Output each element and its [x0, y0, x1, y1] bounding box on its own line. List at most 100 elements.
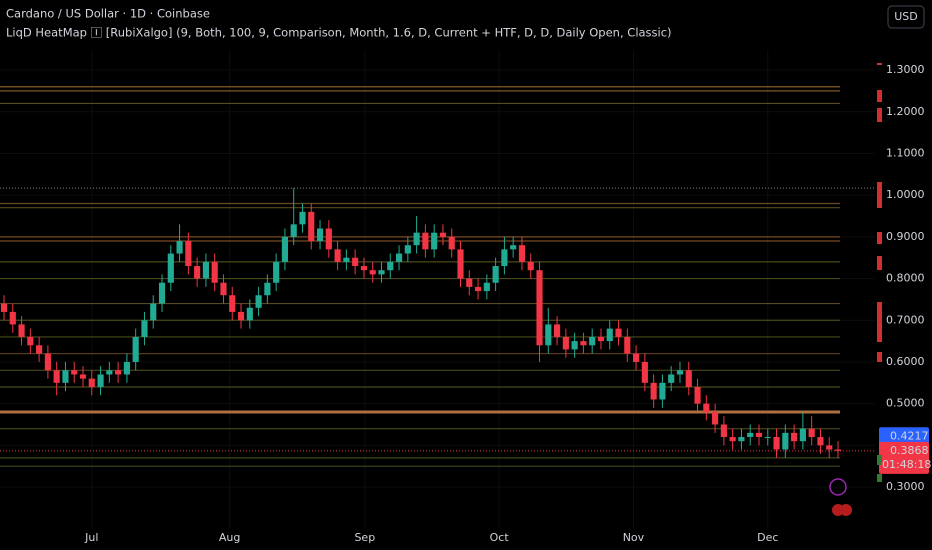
candle-body — [738, 437, 745, 442]
marker-price-label: 0.4217 — [890, 429, 929, 442]
candle-body — [123, 361, 130, 375]
candle-body — [439, 232, 447, 237]
candle-body — [9, 311, 16, 325]
candle-body — [554, 324, 561, 337]
candle-body — [36, 345, 43, 354]
x-tick-label: Dec — [757, 531, 778, 544]
candle-body — [88, 378, 95, 387]
candle-body — [501, 249, 508, 267]
symbol: Cardano / US Dollar · 1D · Coinbase — [6, 7, 210, 21]
candle-body — [308, 211, 315, 242]
last-price-tag — [879, 441, 929, 474]
candle-body — [755, 432, 763, 438]
candle-body — [580, 341, 587, 346]
candle-body — [615, 328, 622, 337]
candle-body — [237, 311, 245, 321]
candle-body — [378, 270, 385, 275]
currency[interactable]: USD — [894, 10, 918, 23]
candle-body — [0, 303, 8, 312]
candle-body — [536, 270, 543, 346]
candle-body — [281, 236, 288, 262]
candle-body — [483, 282, 490, 292]
candle-body — [589, 336, 596, 346]
event-icon[interactable] — [840, 504, 852, 516]
candle-body — [571, 341, 578, 350]
candle-body — [474, 286, 482, 292]
candle-body — [633, 353, 640, 362]
candle-body — [18, 324, 25, 337]
candle-body — [290, 224, 297, 237]
candle-body — [404, 245, 411, 254]
candle-body — [53, 370, 60, 383]
candle-body — [202, 261, 209, 279]
candle-body — [44, 353, 51, 371]
candle-body — [791, 432, 798, 442]
candle-body — [132, 336, 139, 362]
heat-marker — [877, 455, 882, 465]
candle-body — [62, 370, 69, 383]
candle-body — [527, 261, 534, 271]
heat-marker — [877, 352, 882, 362]
candle-body — [97, 374, 104, 387]
candle-body — [624, 336, 631, 354]
candle-body — [316, 228, 324, 242]
candle-body — [273, 261, 280, 283]
candle-body — [27, 336, 34, 346]
candle-body — [334, 249, 341, 262]
candle-body — [457, 249, 464, 279]
candle-body — [676, 370, 684, 375]
candle-body — [246, 307, 253, 321]
x-tick-label: Sep — [354, 531, 375, 544]
candle-body — [650, 382, 657, 400]
candle-body — [606, 328, 613, 342]
candle-body — [115, 370, 122, 375]
candle-body — [492, 266, 499, 283]
y-tick-label: 1.1000 — [886, 146, 925, 159]
candle-body — [106, 370, 113, 375]
heat-marker — [877, 232, 882, 244]
candle-body — [703, 403, 710, 412]
candle-body — [518, 245, 526, 262]
candle-body — [167, 253, 174, 283]
candle-body — [782, 432, 789, 450]
indicator: LiqD HeatMap 🄸 [RubiXalgo] (9, Both, 100… — [6, 26, 672, 40]
candle-body — [229, 295, 236, 312]
candle-body — [747, 432, 754, 438]
candle-body — [158, 282, 166, 304]
candle-body — [562, 336, 569, 350]
event-icon[interactable] — [829, 478, 847, 496]
y-tick-label: 1.3000 — [886, 63, 925, 76]
candle-body — [264, 282, 271, 296]
heat-marker — [877, 182, 882, 208]
y-tick-label: 0.6000 — [886, 355, 925, 368]
candle-body — [141, 320, 148, 337]
candle-body — [431, 232, 438, 250]
heat-marker — [877, 63, 882, 65]
candle-body — [387, 261, 394, 271]
heat-marker — [877, 90, 882, 102]
candle-body — [220, 282, 227, 296]
candle-body — [712, 411, 719, 425]
candle-body — [659, 382, 666, 400]
y-tick-label: 0.5000 — [886, 397, 925, 410]
currency-button[interactable] — [887, 5, 925, 29]
candle-body — [360, 266, 368, 271]
candle-body — [720, 424, 727, 438]
candle-body — [685, 370, 692, 387]
y-tick-label: 1.2000 — [886, 105, 925, 118]
candle-body — [834, 449, 842, 451]
heat-marker — [877, 474, 882, 482]
marker-price-tag — [879, 427, 929, 446]
axis-markers — [877, 63, 882, 482]
candle-body — [299, 211, 306, 225]
candle-body — [352, 257, 359, 267]
candle-body — [448, 236, 455, 250]
candle-body — [826, 445, 833, 450]
x-tick-label: Nov — [623, 531, 645, 544]
y-tick-label: 0.9000 — [886, 230, 925, 243]
candle-body — [510, 245, 517, 250]
candle-body — [71, 370, 78, 375]
candle-body — [413, 232, 420, 246]
